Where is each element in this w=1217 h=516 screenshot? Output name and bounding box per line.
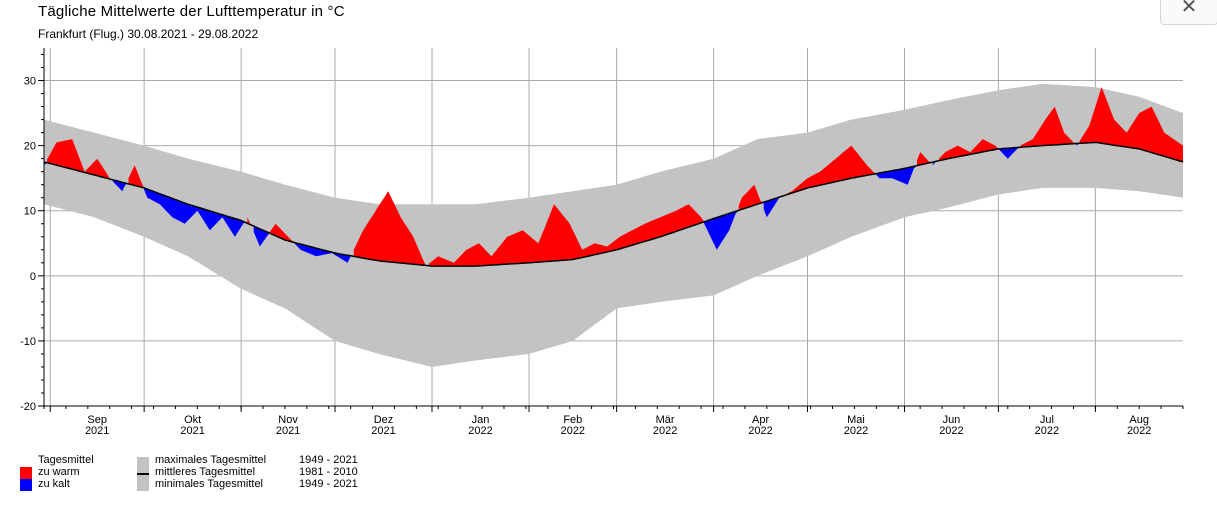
x-tick-month: Feb <box>563 414 582 426</box>
x-tick-year: 2022 <box>653 425 677 437</box>
chart-subtitle: Frankfurt (Flug.) 30.08.2021 - 29.08.202… <box>38 27 259 41</box>
x-tick-month: Nov <box>278 414 298 426</box>
x-tick-year: 2021 <box>180 425 204 437</box>
y-tick-label: -20 <box>20 401 36 413</box>
x-tick-month: Dez <box>374 414 394 426</box>
legend-mean-line-swatch <box>137 473 149 475</box>
y-axis-ticks: -20 -10 0 10 20 30 <box>20 54 44 413</box>
legend-min-label: minimales Tagesmittel <box>155 478 264 490</box>
close-icon: ✕ <box>1180 0 1198 18</box>
x-tick-month: Jan <box>472 414 490 426</box>
historical-range-band <box>44 83 1183 367</box>
legend-max-period: 1949 - 2021 <box>299 454 358 466</box>
legend-min-period: 1949 - 2021 <box>299 478 358 490</box>
legend-cold-label: zu kalt <box>38 478 70 490</box>
legend-max-label: maximales Tagesmittel <box>155 454 267 466</box>
legend-header: Tagesmittel <box>38 454 94 466</box>
y-tick-label: -10 <box>20 336 36 348</box>
chart-title: Tägliche Mittelwerte der Lufttemperatur … <box>38 3 345 20</box>
x-tick-year: 2022 <box>939 425 963 437</box>
x-tick-month: Okt <box>184 414 201 426</box>
x-tick-year: 2022 <box>468 425 492 437</box>
legend-mean-period: 1981 - 2010 <box>299 466 358 478</box>
legend-warm-swatch <box>20 467 32 479</box>
x-tick-month: Apr <box>752 414 769 426</box>
x-tick-month: Sep <box>87 414 107 426</box>
x-tick-month: Mai <box>847 414 865 426</box>
x-tick-year: 2022 <box>748 425 772 437</box>
x-tick-month: Aug <box>1129 414 1149 426</box>
x-axis-ticks: Sep2021Okt2021Nov2021Dez2021Jan2022Feb20… <box>43 406 1184 437</box>
x-tick-year: 2022 <box>1035 425 1059 437</box>
legend-warm-label: zu warm <box>38 466 80 478</box>
x-tick-year: 2022 <box>1127 425 1151 437</box>
y-tick-label: 20 <box>24 141 36 153</box>
x-tick-year: 2021 <box>371 425 395 437</box>
y-tick-label: 0 <box>30 271 36 283</box>
mean-line <box>43 141 1184 267</box>
x-tick-year: 2021 <box>85 425 109 437</box>
x-tick-year: 2021 <box>276 425 300 437</box>
close-button[interactable]: ✕ <box>1160 0 1217 25</box>
legend-cold-swatch <box>20 479 32 491</box>
legend-mean-label: mittleres Tagesmittel <box>155 466 256 478</box>
y-tick-label: 30 <box>24 76 36 88</box>
x-tick-month: Jun <box>943 414 961 426</box>
y-tick-label: 10 <box>24 206 36 218</box>
x-tick-month: Mär <box>656 414 675 426</box>
x-tick-year: 2022 <box>561 425 585 437</box>
x-tick-year: 2022 <box>844 425 868 437</box>
x-tick-month: Jul <box>1040 414 1054 426</box>
